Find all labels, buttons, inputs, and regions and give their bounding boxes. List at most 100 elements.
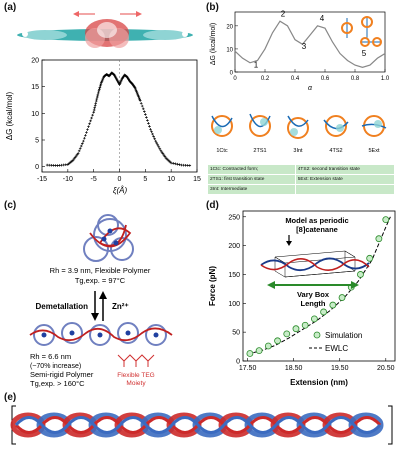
data-point [82,139,85,143]
data-point [140,104,144,108]
data-point [75,153,79,157]
data-point [136,94,140,97]
teg-moiety-icon [117,354,155,367]
data-point [93,104,97,107]
data-point [145,116,148,119]
energy-profile-line [234,20,386,69]
data-point [188,164,192,167]
simulation-point [357,271,364,278]
simulation-point [274,337,281,345]
moiety-label: Moiety [126,380,146,387]
data-point [72,157,76,161]
data-point [150,130,153,133]
data-point [74,154,78,158]
panel-label-a: (a) [4,2,17,13]
xtick-label: -15 [37,176,47,183]
panel-c-diagram: Rh = 3.9 nm, Flexible Polymer Tg,exp. = … [29,214,173,388]
simulation-point [310,315,318,323]
data-point [98,86,102,89]
xtick-label: 15 [193,176,201,183]
plot-frame-d [242,210,396,362]
vary-box-label-line1: Vary Box [297,290,330,299]
simulation-point [246,350,254,357]
data-point [92,108,96,112]
vary-box-label-line2: Length [301,299,326,308]
data-point [79,144,83,148]
data-point [134,88,138,92]
data-point [99,84,102,88]
data-point [178,163,181,166]
data-point [97,91,100,95]
ytick-label: 100 [228,301,240,308]
arrow-left-head [73,11,79,17]
simulation-point [375,235,383,243]
legend-sim-marker [313,331,321,339]
xtick-label: 0.2 [261,76,270,82]
state-structure-1ctc [211,115,233,137]
data-point [98,87,101,91]
ytick-label: 250 [228,214,240,221]
legend-sim-label: Simulation [325,331,362,340]
data-point [89,119,92,123]
molecule-chain [17,19,193,48]
state-structure-4ts2 [323,115,349,137]
state-label: 2TS1 [253,148,266,154]
data-point [135,91,139,95]
table-cell: 1Ctc: Contracted form; [207,164,296,175]
ewlc-fit-line [247,216,391,355]
data-point [151,132,154,136]
simulation-point [329,301,337,309]
data-point [149,128,152,131]
xtick-label: 10 [167,176,175,183]
zinc-arrow-head [99,291,107,299]
ytick-label: 10 [226,47,233,53]
data-point [112,73,116,76]
data-point [95,95,99,99]
data-point [156,143,160,147]
data-point [76,152,80,155]
data-point [159,149,163,152]
data-point [161,152,165,155]
data-point [94,102,98,105]
data-point [83,136,86,140]
ytick-label: 20 [31,58,39,65]
ylabel-b: ΔG (kcal/mol) [210,23,217,65]
data-point [171,162,175,165]
simulation-point [292,325,300,333]
periodic-box-icon [260,250,370,278]
ytick-label: 0 [230,71,234,77]
teg-label: Flexible TEG [117,372,154,379]
data-point [135,90,138,93]
simulation-point [264,342,272,350]
flexible-polymer-coil [83,214,134,262]
data-point [137,96,141,100]
data-point [96,93,100,97]
ytick-label: 0 [35,164,39,171]
data-point [146,119,149,122]
ytick-label: 10 [31,111,39,118]
data-point [88,122,91,126]
data-point [84,134,87,137]
state-legend-table: 1Ctc: Contracted form; 4TS2: second tran… [207,164,396,195]
data-point [73,156,77,159]
table-cell: 3Int: Intermediate [207,184,296,195]
state-point-label: 5 [362,49,367,58]
data-point [154,139,157,143]
data-point [92,110,95,114]
panel-label-d: (d) [206,200,219,211]
catenane-backbone-blue [14,416,382,434]
xtick-label: 0.8 [351,76,360,82]
data-point [95,97,99,101]
data-point [137,95,140,98]
data-point [85,131,88,134]
bottom-tg-label: Tg,exp. > 160°C [30,379,85,388]
state-label: 4TS2 [329,148,342,154]
panel-e-catenane-chain-image [10,405,393,445]
table-cell [294,184,396,195]
simulation-point [366,254,374,262]
ytick-label: 0 [236,359,240,366]
state-point-label: 4 [320,14,325,23]
data-point [152,135,155,138]
xtick-label: 20.50 [377,365,395,372]
state-structure-5ext [361,115,387,137]
